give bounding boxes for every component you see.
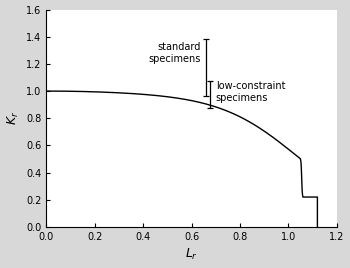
Text: standard
specimens: standard specimens	[149, 42, 201, 64]
Text: low-constraint
specimens: low-constraint specimens	[216, 81, 285, 103]
X-axis label: $L_r$: $L_r$	[185, 247, 198, 262]
Y-axis label: $K_r$: $K_r$	[6, 111, 21, 125]
